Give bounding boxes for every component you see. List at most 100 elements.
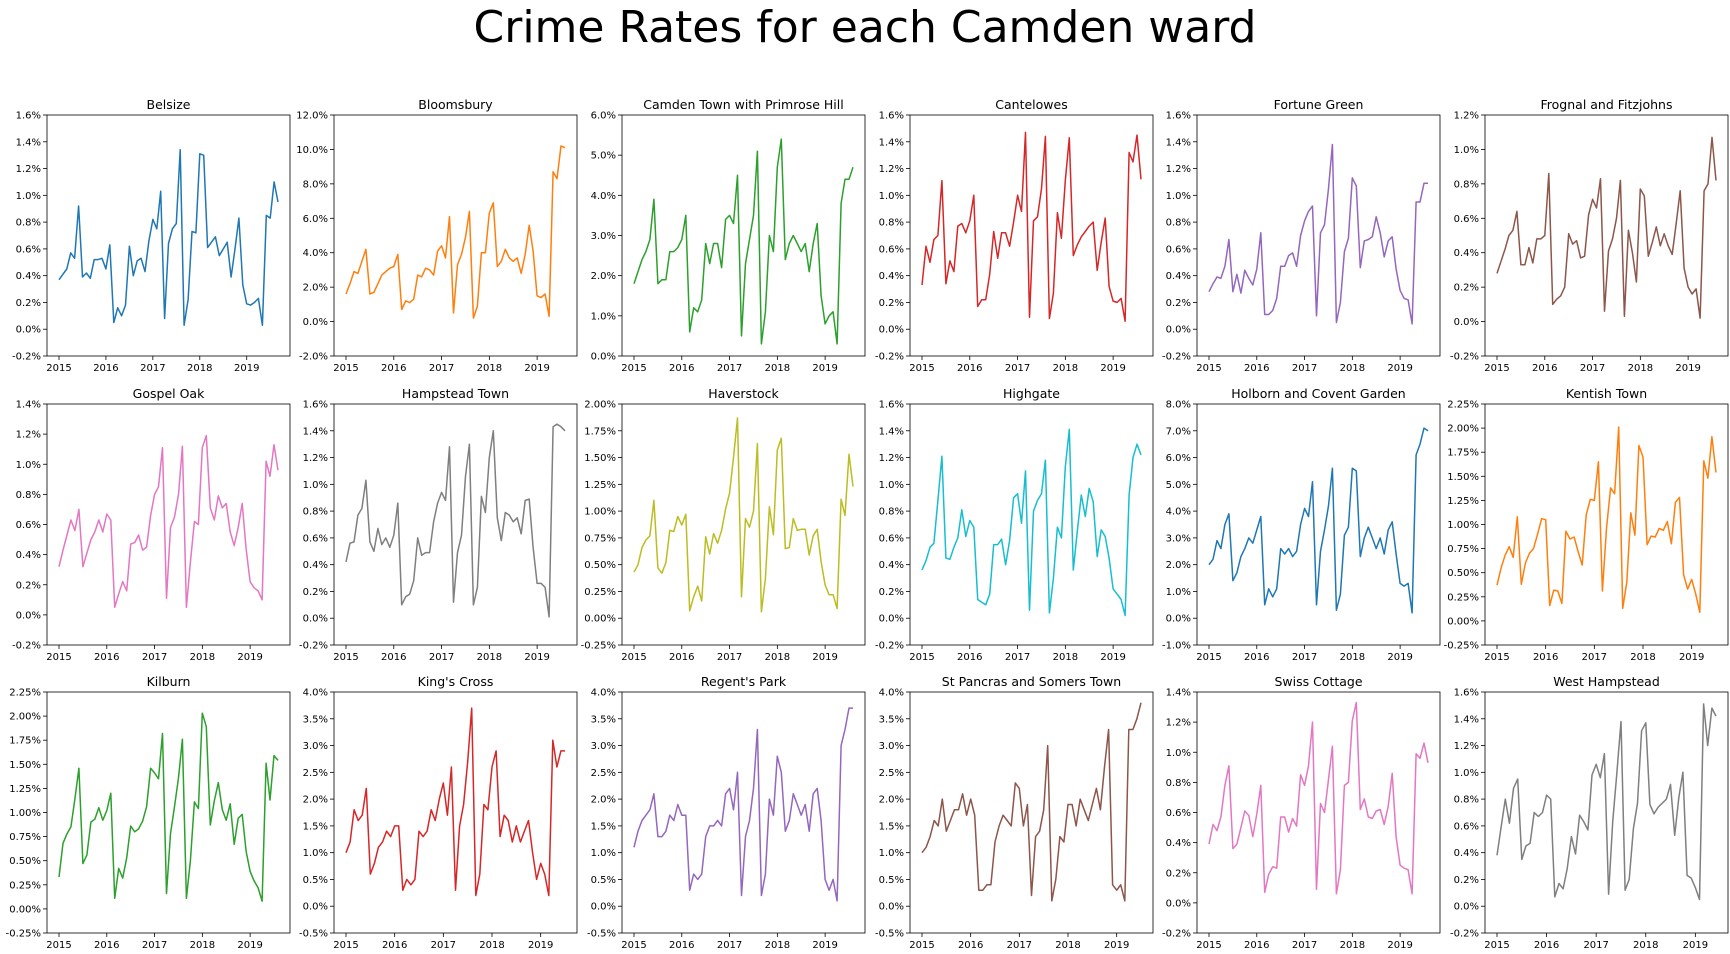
- subplot: Bloomsbury -2.0% 0.0% 2.0% 4.0% 6.0% 8.0% 10.0%…: [296, 97, 578, 374]
- y-tick-label: 0.2%: [1454, 283, 1479, 294]
- y-tick-label: 10.0%: [296, 145, 328, 156]
- x-tick-label: 2016: [1533, 652, 1558, 663]
- y-tick-label: 2.00%: [584, 400, 616, 411]
- y-tick-label: 4.0%: [1166, 507, 1191, 518]
- y-tick-label: -2.0%: [299, 352, 328, 363]
- y-tick-label: 1.00%: [584, 507, 616, 518]
- y-tick-label: 0.4%: [1454, 848, 1479, 859]
- y-tick-label: -0.2%: [12, 641, 41, 652]
- y-tick-label: 1.2%: [1166, 718, 1191, 729]
- y-tick-label: 0.8%: [1454, 795, 1479, 806]
- y-tick-label: 1.4%: [16, 137, 41, 148]
- y-tick-label: 12.0%: [296, 111, 328, 122]
- x-tick-label: 2019: [1387, 363, 1412, 374]
- y-tick-label: 2.5%: [591, 768, 616, 779]
- y-tick-label: 0.8%: [879, 507, 904, 518]
- y-tick-label: 1.4%: [16, 400, 41, 411]
- y-tick-label: 3.5%: [879, 714, 904, 725]
- x-tick-label: 2019: [812, 652, 837, 663]
- y-tick-label: 1.0%: [1166, 191, 1191, 202]
- x-tick-label: 2015: [1484, 363, 1509, 374]
- x-tick-label: 2018: [1340, 363, 1365, 374]
- plot-frame: [1196, 114, 1441, 357]
- y-tick-label: 1.0%: [879, 848, 904, 859]
- x-tick-label: 2017: [1007, 940, 1032, 951]
- y-tick-label: 1.25%: [584, 480, 616, 491]
- x-tick-label: 2015: [1196, 363, 1221, 374]
- subplot-title: Hampstead Town: [402, 386, 509, 401]
- y-tick-label: 1.0%: [16, 191, 41, 202]
- y-tick-label: 1.0%: [1166, 748, 1191, 759]
- y-tick-label: -0.2%: [1450, 929, 1479, 940]
- x-tick-label: 2017: [1580, 363, 1605, 374]
- y-tick-label: -0.2%: [12, 352, 41, 363]
- x-tick-label: 2017: [429, 652, 454, 663]
- x-tick-label: 2017: [140, 363, 165, 374]
- y-tick-label: -0.2%: [1162, 352, 1191, 363]
- x-tick-label: 2019: [1387, 940, 1412, 951]
- y-tick-label: 0.2%: [16, 298, 41, 309]
- y-tick-label: 0.6%: [1166, 244, 1191, 255]
- x-tick-label: 2019: [524, 363, 549, 374]
- y-tick-label: 2.5%: [879, 768, 904, 779]
- y-tick-label: 8.0%: [1166, 400, 1191, 411]
- y-tick-label: 3.0%: [303, 741, 328, 752]
- y-tick-label: 0.8%: [1454, 179, 1479, 190]
- y-tick-label: 4.0%: [303, 248, 328, 259]
- y-tick-label: 1.6%: [303, 400, 328, 411]
- plot-frame: [333, 403, 578, 646]
- x-tick-label: 2018: [765, 363, 790, 374]
- y-tick-label: -0.5%: [587, 929, 616, 940]
- x-tick-label: 2016: [1532, 363, 1557, 374]
- x-tick-label: 2017: [717, 940, 742, 951]
- y-tick-label: 4.0%: [591, 191, 616, 202]
- subplot-title: Bloomsbury: [418, 97, 493, 112]
- y-tick-label: 1.2%: [1454, 741, 1479, 752]
- plot-frame: [621, 691, 866, 934]
- y-tick-label: 1.0%: [1454, 145, 1479, 156]
- y-tick-label: 1.5%: [303, 821, 328, 832]
- plot-frame: [333, 114, 578, 357]
- series-line: [921, 428, 1142, 617]
- y-tick-label: 1.0%: [1454, 768, 1479, 779]
- y-tick-label: 1.4%: [879, 426, 904, 437]
- x-tick-label: 2018: [479, 940, 504, 951]
- y-tick-label: 0.5%: [303, 875, 328, 886]
- y-tick-label: 1.4%: [1166, 137, 1191, 148]
- x-tick-label: 2015: [909, 363, 934, 374]
- y-tick-label: 0.8%: [1166, 218, 1191, 229]
- y-tick-label: 0.6%: [16, 520, 41, 531]
- y-tick-label: 0.8%: [16, 490, 41, 501]
- x-tick-label: 2015: [333, 652, 358, 663]
- y-tick-label: 1.0%: [879, 480, 904, 491]
- y-tick-label: 0.0%: [591, 352, 616, 363]
- plot-frame: [1196, 403, 1441, 646]
- x-tick-label: 2016: [957, 652, 982, 663]
- x-tick-label: 2018: [1053, 363, 1078, 374]
- y-tick-label: 0.0%: [879, 902, 904, 913]
- y-tick-label: 0.75%: [9, 832, 41, 843]
- subplot: Swiss Cottage -0.2% 0.0% 0.2% 0.4% 0.6% 0.8% 1.…: [1162, 674, 1441, 951]
- y-tick-label: 0.0%: [303, 902, 328, 913]
- y-tick-label: 0.8%: [16, 218, 41, 229]
- series-line: [1208, 427, 1429, 614]
- x-tick-label: 2018: [477, 363, 502, 374]
- y-tick-label: 0.25%: [584, 587, 616, 598]
- x-tick-label: 2015: [909, 652, 934, 663]
- y-tick-label: 2.0%: [303, 795, 328, 806]
- y-tick-label: 2.0%: [303, 283, 328, 294]
- series-line: [921, 131, 1142, 322]
- y-tick-label: 1.2%: [303, 453, 328, 464]
- y-tick-label: 4.0%: [591, 688, 616, 699]
- subplot: Haverstock -0.25% 0.00% 0.25% 0.50% 0.75% 1.00…: [581, 386, 866, 663]
- y-tick-label: 0.2%: [879, 587, 904, 598]
- y-tick-label: 1.6%: [879, 111, 904, 122]
- x-tick-label: 2017: [431, 940, 456, 951]
- y-tick-label: -0.5%: [875, 929, 904, 940]
- plot-frame: [909, 403, 1154, 646]
- y-tick-label: 1.6%: [1166, 111, 1191, 122]
- subplot: Belsize -0.2% 0.0% 0.2% 0.4% 0.6% 0.8% 1.0% 1.2%…: [12, 97, 291, 374]
- y-tick-label: 1.2%: [1166, 164, 1191, 175]
- y-tick-label: 1.5%: [591, 821, 616, 832]
- x-tick-label: 2017: [1292, 652, 1317, 663]
